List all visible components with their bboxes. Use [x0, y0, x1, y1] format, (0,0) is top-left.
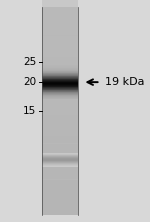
Bar [42, 187, 78, 194]
Bar [42, 93, 78, 94]
Bar [42, 83, 78, 84]
Bar [42, 73, 78, 74]
Bar [42, 158, 78, 159]
Bar [42, 72, 78, 79]
Bar [42, 115, 78, 122]
Text: 25: 25 [23, 57, 36, 67]
Bar [42, 70, 78, 71]
Bar [42, 92, 78, 93]
Bar [42, 95, 78, 96]
Bar [42, 87, 78, 88]
Bar [42, 88, 78, 89]
Bar [42, 50, 78, 57]
Bar [42, 92, 78, 93]
Bar [42, 94, 78, 95]
Bar [42, 80, 78, 81]
Bar [42, 65, 78, 66]
Bar [42, 86, 78, 87]
Bar [42, 97, 78, 98]
Bar [42, 165, 78, 172]
Bar [42, 160, 78, 161]
Bar [42, 74, 78, 75]
Text: 15: 15 [23, 106, 36, 116]
Bar [42, 180, 78, 186]
Bar [42, 162, 78, 163]
Bar [42, 67, 78, 68]
Bar [42, 158, 78, 165]
Bar [42, 161, 78, 162]
Bar [42, 208, 78, 215]
Bar [42, 71, 78, 72]
Bar [42, 108, 78, 115]
Bar [42, 165, 78, 166]
Bar [42, 151, 78, 158]
Bar [42, 28, 78, 36]
Bar [42, 154, 78, 155]
Bar [42, 159, 78, 160]
Bar [42, 77, 78, 78]
Bar [42, 91, 78, 92]
Bar [42, 36, 78, 43]
Bar [42, 75, 78, 76]
Bar [42, 201, 78, 208]
Bar [42, 172, 78, 179]
Bar [42, 93, 78, 100]
Bar [42, 155, 78, 156]
Bar [42, 90, 78, 91]
Bar [42, 57, 78, 64]
Bar [42, 80, 78, 81]
Bar [42, 89, 78, 90]
Bar [42, 122, 78, 129]
Bar [42, 0, 78, 7]
Bar [42, 78, 78, 79]
Bar [42, 69, 78, 70]
Bar [42, 94, 78, 95]
Bar [42, 88, 78, 89]
Bar [42, 77, 78, 78]
Bar [42, 86, 78, 87]
Bar [42, 76, 78, 77]
Bar [42, 84, 78, 85]
Bar [42, 79, 78, 80]
Bar [42, 82, 78, 83]
Text: 20: 20 [23, 77, 36, 87]
Bar [42, 163, 78, 164]
Bar [42, 21, 78, 28]
Bar [42, 86, 78, 93]
Bar [42, 7, 78, 215]
Bar [42, 7, 78, 14]
Bar [42, 64, 78, 71]
Bar [42, 72, 78, 73]
Bar [42, 129, 78, 136]
Bar [42, 194, 78, 201]
Bar [42, 78, 78, 79]
Bar [42, 70, 78, 71]
Bar [42, 91, 78, 92]
Bar [42, 100, 78, 107]
Bar [42, 83, 78, 84]
Bar [42, 68, 78, 69]
Bar [42, 93, 78, 94]
Bar [42, 153, 78, 154]
Bar [42, 157, 78, 158]
Bar [42, 98, 78, 99]
Bar [42, 144, 78, 151]
Bar [42, 85, 78, 86]
Bar [42, 14, 78, 21]
Bar [42, 137, 78, 143]
Bar [42, 75, 78, 76]
Bar [42, 66, 78, 67]
Text: 19 kDa: 19 kDa [105, 77, 144, 87]
Bar [42, 43, 78, 50]
Bar [42, 69, 78, 70]
Bar [42, 72, 78, 73]
Bar [42, 79, 78, 86]
Bar [42, 85, 78, 86]
Bar [42, 164, 78, 165]
Bar [42, 81, 78, 82]
Bar [42, 96, 78, 97]
